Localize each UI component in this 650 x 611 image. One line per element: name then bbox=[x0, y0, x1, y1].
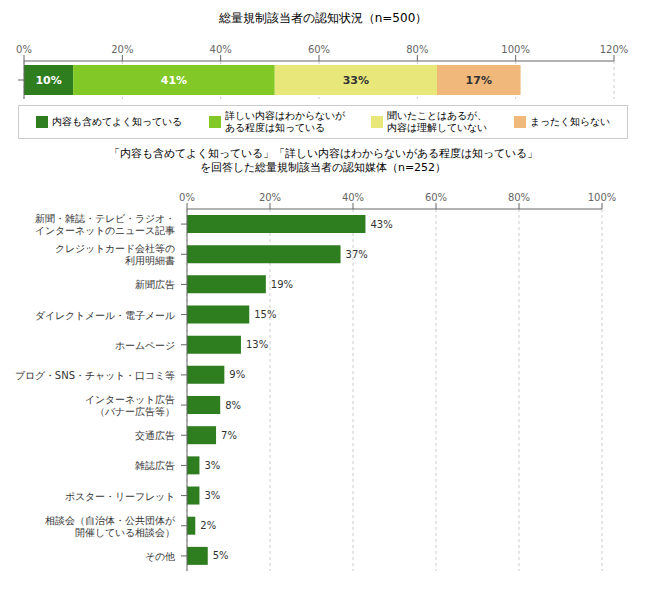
svg-text:60%: 60% bbox=[308, 44, 330, 55]
svg-text:41%: 41% bbox=[161, 74, 187, 87]
svg-text:ブログ・SNS・チャット・口コミ等: ブログ・SNS・チャット・口コミ等 bbox=[15, 370, 175, 381]
html-text:「内容も含めてよく知っている」「詳しい内容はわからないがある: 「内容も含めてよく知っている」「詳しい内容はわからないがある程度は知っている」 … bbox=[108, 147, 538, 174]
svg-text:2%: 2% bbox=[200, 520, 216, 531]
svg-text:60%: 60% bbox=[425, 192, 447, 203]
svg-text:80%: 80% bbox=[508, 192, 530, 203]
svg-text:40%: 40% bbox=[210, 44, 232, 55]
svg-text:0%: 0% bbox=[179, 192, 195, 203]
svg-text:9%: 9% bbox=[229, 369, 245, 380]
svg-text:5%: 5% bbox=[213, 550, 229, 561]
html-text:聞いたことはあるが、 内容は理解していない: 聞いたことはあるが、 内容は理解していない bbox=[387, 110, 488, 133]
svg-text:20%: 20% bbox=[259, 192, 281, 203]
svg-text:19%: 19% bbox=[271, 279, 293, 290]
svg-text:37%: 37% bbox=[346, 249, 368, 260]
html-text:まったく知らない: まったく知らない bbox=[529, 116, 610, 127]
svg-text:相談会（自治体・公共団体が開催している相談会）: 相談会（自治体・公共団体が開催している相談会） bbox=[45, 515, 176, 538]
svg-text:0%: 0% bbox=[16, 44, 32, 55]
svg-text:ポスター・リーフレット: ポスター・リーフレット bbox=[65, 491, 175, 502]
svg-text:新聞・雑誌・テレビ・ラジオ・インターネットのニュース記事: 新聞・雑誌・テレビ・ラジオ・インターネットのニュース記事 bbox=[35, 213, 175, 236]
svg-text:7%: 7% bbox=[221, 430, 237, 441]
svg-text:8%: 8% bbox=[225, 400, 241, 411]
svg-text:40%: 40% bbox=[342, 192, 364, 203]
svg-text:33%: 33% bbox=[343, 74, 369, 87]
svg-text:80%: 80% bbox=[406, 44, 428, 55]
svg-text:100%: 100% bbox=[588, 192, 617, 203]
html-text:内容も含めてよく知っている: 内容も含めてよく知っている bbox=[52, 116, 183, 127]
svg-text:その他: その他 bbox=[145, 551, 175, 562]
svg-text:雑誌広告: 雑誌広告 bbox=[135, 460, 175, 471]
svg-text:15%: 15% bbox=[254, 309, 276, 320]
html-text:詳しい内容はわからないが ある程度は知っている: 詳しい内容はわからないが ある程度は知っている bbox=[224, 110, 345, 133]
svg-text:10%: 10% bbox=[35, 74, 61, 87]
svg-text:20%: 20% bbox=[111, 44, 133, 55]
svg-text:インターネット広告（バナー広告等）: インターネット広告（バナー広告等） bbox=[85, 394, 175, 417]
svg-text:3%: 3% bbox=[204, 460, 220, 471]
svg-text:ダイレクトメール・電子メール: ダイレクトメール・電子メール bbox=[35, 310, 175, 321]
svg-text:3%: 3% bbox=[204, 490, 220, 501]
svg-text:交通広告: 交通広告 bbox=[135, 430, 175, 441]
svg-text:120%: 120% bbox=[600, 44, 629, 55]
html-text:総量規制該当者の認知状況（n=500）: 総量規制該当者の認知状況（n=500） bbox=[218, 11, 428, 25]
svg-text:ホームページ: ホームページ bbox=[115, 340, 175, 351]
svg-text:クレジットカード会社等の利用明細書: クレジットカード会社等の利用明細書 bbox=[55, 243, 175, 266]
svg-text:13%: 13% bbox=[246, 339, 268, 350]
svg-text:17%: 17% bbox=[466, 74, 492, 87]
svg-text:43%: 43% bbox=[370, 219, 392, 230]
svg-text:100%: 100% bbox=[501, 44, 530, 55]
svg-text:新聞広告: 新聞広告 bbox=[135, 279, 175, 290]
